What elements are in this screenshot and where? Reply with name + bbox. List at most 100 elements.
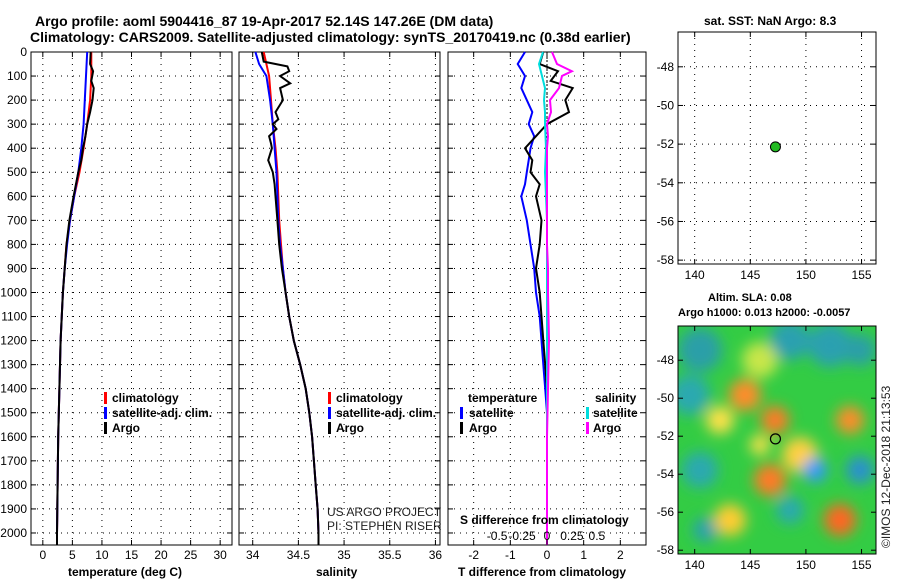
legend-title-salinity: salinity [595,391,637,405]
depth-tick-label: 1400 [0,382,27,396]
y-tick-label: -54 [657,467,675,481]
x-tick-label: 15 [125,548,139,562]
sla-anomaly-blob [770,326,810,360]
y-tick-label: -52 [657,429,675,443]
sla-anomaly-blob [776,496,804,524]
sla-anomaly-blob [742,342,778,378]
legend-label-satellite: satellite-adj. clim. [112,406,212,420]
sla-map-x-axis: 140 145 150 155 [685,326,872,572]
legend-swatch-climatology [104,392,107,404]
sla-map-title: Altim. SLA: 0.08 [708,292,792,304]
legend-swatch-satellite [328,407,331,419]
depth-tick-label: 500 [7,165,27,179]
y-tick-label: -50 [657,391,675,405]
s-difference-axis-label: S difference from climatology [460,513,629,527]
sst-map-x-axis: 140 145 150 155 [685,32,872,282]
x-tick-label: 0 [544,548,551,562]
x-tick-label: 5 [69,548,76,562]
figure-title-line2: Climatology: CARS2009. Satellite-adjuste… [30,29,631,45]
depth-tick-label: 1800 [0,478,27,492]
legend-swatch-t-satellite [460,407,463,419]
x-tick-label: 150 [796,558,816,572]
s-tick-label: 0 [544,529,551,543]
y-tick-label: -58 [657,253,675,267]
depth-tick-label: 400 [7,141,27,155]
x-tick-label: 20 [154,548,168,562]
sla-map-subtitle: Argo h1000: 0.013 h2000: -0.0057 [678,307,850,319]
salinity-axis-label: salinity [316,565,358,579]
sla-anomaly-blob [844,334,876,366]
sla-heatmap-field [678,326,876,554]
sla-anomaly-blob [846,456,874,484]
argo-location-marker [769,433,782,445]
x-tick-label: 25 [184,548,198,562]
s-tick-label: 0.25 [560,529,584,543]
sla-map-frame [677,325,877,555]
project-credit-line2: PI: STEPHEN RISER [327,519,442,533]
y-tick-label: -52 [657,137,675,151]
imos-credit: ©IMOS 12-Dec-2018 21:13:53 [879,385,893,548]
y-tick-label: -50 [657,98,675,112]
x-tick-label: 0 [39,548,46,562]
legend-swatch-satellite [104,407,107,419]
x-tick-label: -2 [468,548,479,562]
project-credit-line1: US ARGO PROJECT [327,505,442,519]
depth-tick-label: 1000 [0,285,27,299]
difference-legend: temperature satellite Argo salinity sate… [460,391,638,435]
salinity-plot-frame [238,51,441,546]
depth-tick-label: 1600 [0,430,27,444]
legend-label-climatology: climatology [112,391,179,405]
salinity-panel: 34 34.5 35 35.5 36 salinity climatology sate… [238,51,442,579]
sst-location-map: sat. SST: NaN Argo: 8.3 140 145 150 155 -48… [657,14,877,282]
sla-anomaly-blob [714,504,746,536]
x-tick-label: 34.5 [287,548,311,562]
x-tick-label: 34 [246,548,260,562]
x-tick-label: 1 [580,548,587,562]
y-tick-label: -54 [657,176,675,190]
y-tick-label: -48 [657,60,675,74]
salinity-grid [239,51,440,545]
legend-label-s-argo: Argo [593,421,621,435]
sla-anomaly-blob [693,518,717,542]
legend-swatch-t-argo [460,422,463,434]
figure-title-line1: Argo profile: aoml 5904416_87 19-Apr-201… [35,13,493,29]
s-tick-label: 0.5 [589,529,606,543]
sla-anomaly-blob [754,464,786,496]
difference-lines [516,51,575,545]
x-tick-label: -1 [505,548,516,562]
sst-map-marks [769,141,781,153]
depth-tick-label: 1100 [1,310,27,324]
sla-anomaly-blob [750,435,770,455]
sla-anomaly-blob [678,328,722,372]
salinity-x-axis: 34 34.5 35 35.5 36 [246,52,442,562]
x-tick-label: 145 [740,268,760,282]
x-tick-label: 145 [740,558,760,572]
sla-anomaly-blob [803,458,827,482]
legend-label-t-satellite: satellite [469,406,514,420]
x-tick-label: 35.5 [378,548,402,562]
x-tick-label: 35 [337,548,351,562]
depth-tick-label: 300 [7,117,27,131]
depth-tick-label: 1200 [0,334,27,348]
legend-swatch-argo [328,422,331,434]
depth-tick-label: 1500 [0,406,27,420]
depth-tick-label: 1700 [0,454,27,468]
sla-anomaly-blob [824,504,856,536]
legend-label-argo: Argo [112,421,140,435]
x-tick-label: 150 [796,268,816,282]
depth-tick-label: 1900 [0,502,27,516]
sla-anomaly-blob [678,375,710,415]
depth-tick-label: 1300 [0,358,27,372]
y-tick-label: -56 [657,214,675,228]
y-tick-label: -56 [657,505,675,519]
x-tick-label: 36 [429,548,443,562]
argo-location-point [769,141,781,153]
series-line-argo [545,51,575,545]
difference-panel: -2 -1 0 1 2 -0.5 -0.25 0 0.25 0.5 T difference f… [447,51,647,579]
y-tick-label: -48 [657,353,675,367]
temperature-x-axis: 0 5 10 15 20 25 30 [39,52,227,562]
legend-label-s-satellite: satellite [593,406,638,420]
t-difference-axis-label: T difference from climatology [458,565,626,579]
depth-tick-label: 900 [7,261,27,275]
salinity-lines [254,51,320,545]
